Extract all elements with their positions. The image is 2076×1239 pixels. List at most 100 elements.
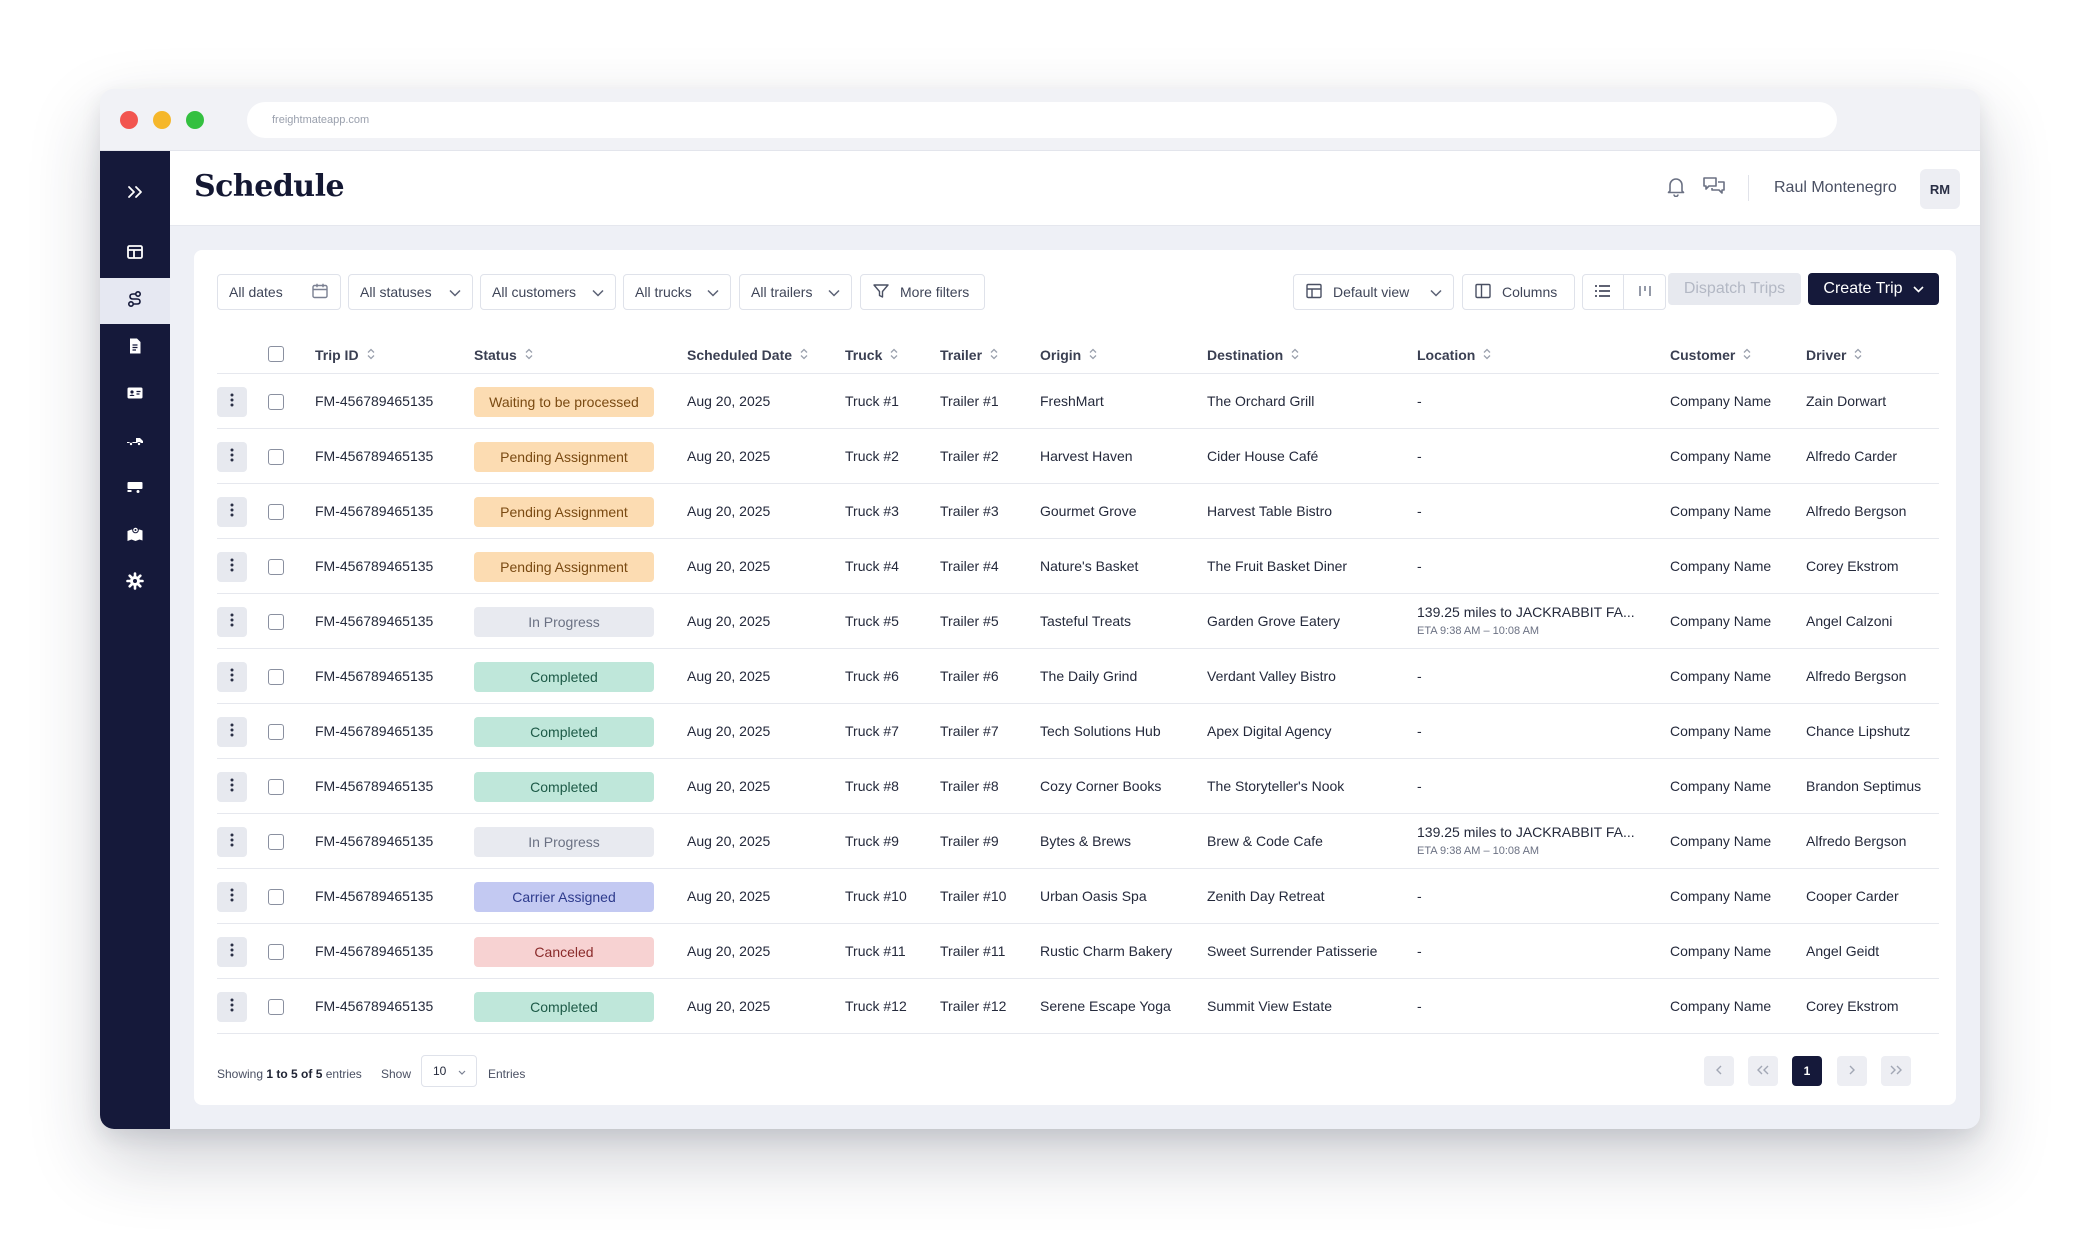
row-actions-button[interactable] xyxy=(217,772,247,802)
truck-cell: Truck #10 xyxy=(845,888,907,904)
dispatch-trips-button[interactable]: Dispatch Trips xyxy=(1668,273,1801,305)
table-row[interactable]: In Progress FM-456789465135 Aug 20, 2025 Tr… xyxy=(217,814,1939,869)
more-filters-button[interactable]: More filters xyxy=(860,274,985,310)
sidebar-item-map[interactable] xyxy=(100,513,170,559)
row-actions-button[interactable] xyxy=(217,662,247,692)
column-header-truck[interactable]: Truck xyxy=(845,347,898,363)
row-actions-button[interactable] xyxy=(217,607,247,637)
table-row[interactable]: Completed FM-456789465135 Aug 20, 2025 Truc… xyxy=(217,979,1939,1034)
column-header-customer[interactable]: Customer xyxy=(1670,347,1751,363)
previous-page-button[interactable] xyxy=(1704,1056,1734,1086)
table-row[interactable]: Completed FM-456789465135 Aug 20, 2025 Truc… xyxy=(217,649,1939,704)
row-checkbox[interactable] xyxy=(268,944,284,960)
view-selector[interactable]: Default view xyxy=(1293,274,1454,310)
column-header-location[interactable]: Location xyxy=(1417,347,1491,363)
messages-button[interactable] xyxy=(1701,175,1727,201)
list-view-button[interactable] xyxy=(1583,275,1625,309)
row-actions-button[interactable] xyxy=(217,552,247,582)
first-page-button[interactable] xyxy=(1748,1056,1778,1086)
table-row[interactable]: Completed FM-456789465135 Aug 20, 2025 Truc… xyxy=(217,704,1939,759)
board-view-button[interactable] xyxy=(1624,275,1665,309)
status-badge: Completed xyxy=(474,717,654,747)
row-actions-button[interactable] xyxy=(217,717,247,747)
summary-suffix: entries xyxy=(325,1067,362,1081)
truck-cell: Truck #5 xyxy=(845,613,899,629)
row-actions-button[interactable] xyxy=(217,387,247,417)
map-icon xyxy=(126,525,144,548)
create-trip-button[interactable]: Create Trip xyxy=(1808,273,1939,305)
column-header-destination[interactable]: Destination xyxy=(1207,347,1299,363)
sidebar-item-schedule[interactable] xyxy=(100,278,170,324)
page-button-current[interactable]: 1 xyxy=(1792,1056,1822,1086)
row-actions-button[interactable] xyxy=(217,442,247,472)
origin-cell: FreshMart xyxy=(1040,393,1104,409)
table-row[interactable]: Pending Assignment FM-456789465135 Aug 20,… xyxy=(217,429,1939,484)
table-row[interactable]: Pending Assignment FM-456789465135 Aug 20,… xyxy=(217,539,1939,594)
sidebar-item-dashboard[interactable] xyxy=(100,231,170,277)
location-cell: - xyxy=(1417,723,1422,739)
sidebar-item-drivers[interactable] xyxy=(100,372,170,418)
status-filter[interactable]: All statuses xyxy=(348,274,473,310)
more-vertical-icon xyxy=(230,558,234,577)
address-bar[interactable]: freightmateapp.com xyxy=(247,102,1837,138)
row-actions-button[interactable] xyxy=(217,827,247,857)
row-checkbox[interactable] xyxy=(268,889,284,905)
notifications-button[interactable] xyxy=(1663,175,1689,201)
create-trip-label: Create Trip xyxy=(1823,280,1903,297)
column-header-status[interactable]: Status xyxy=(474,347,533,363)
close-window-button[interactable] xyxy=(120,111,138,129)
table-row[interactable]: Carrier Assigned FM-456789465135 Aug 20, 2… xyxy=(217,869,1939,924)
sidebar-item-trailers[interactable] xyxy=(100,466,170,512)
row-checkbox[interactable] xyxy=(268,559,284,575)
sidebar-expand-button[interactable] xyxy=(100,171,170,217)
sort-icon xyxy=(990,347,998,363)
row-checkbox[interactable] xyxy=(268,669,284,685)
row-checkbox[interactable] xyxy=(268,724,284,740)
row-actions-button[interactable] xyxy=(217,992,247,1022)
column-header-origin[interactable]: Origin xyxy=(1040,347,1097,363)
column-header-driver[interactable]: Driver xyxy=(1806,347,1862,363)
row-checkbox[interactable] xyxy=(268,779,284,795)
chevron-left-icon xyxy=(1715,1064,1723,1078)
columns-button[interactable]: Columns xyxy=(1462,274,1575,310)
table-row[interactable]: Completed FM-456789465135 Aug 20, 2025 Truc… xyxy=(217,759,1939,814)
destination-cell: Verdant Valley Bistro xyxy=(1207,668,1336,684)
minimize-window-button[interactable] xyxy=(153,111,171,129)
row-actions-button[interactable] xyxy=(217,497,247,527)
sidebar-item-settings[interactable] xyxy=(100,560,170,606)
sidebar-item-documents[interactable] xyxy=(100,325,170,371)
column-header-trailer[interactable]: Trailer xyxy=(940,347,998,363)
last-page-button[interactable] xyxy=(1881,1056,1911,1086)
column-label: Status xyxy=(474,347,517,363)
table-row[interactable]: Pending Assignment FM-456789465135 Aug 20,… xyxy=(217,484,1939,539)
date-filter[interactable]: All dates xyxy=(217,274,341,310)
next-page-button[interactable] xyxy=(1837,1056,1867,1086)
sidebar-item-trucks[interactable] xyxy=(100,419,170,465)
row-checkbox[interactable] xyxy=(268,504,284,520)
customer-filter[interactable]: All customers xyxy=(480,274,616,310)
row-actions-button[interactable] xyxy=(217,937,247,967)
column-header-trip-id[interactable]: Trip ID xyxy=(315,347,375,363)
row-actions-button[interactable] xyxy=(217,882,247,912)
row-checkbox[interactable] xyxy=(268,999,284,1015)
page-size-select[interactable]: 10 xyxy=(421,1055,477,1087)
table-row[interactable]: Waiting to be processed FM-456789465135 Au… xyxy=(217,374,1939,429)
row-checkbox[interactable] xyxy=(268,614,284,630)
filter-icon xyxy=(872,282,890,303)
truck-filter[interactable]: All trucks xyxy=(623,274,731,310)
driver-cell: Angel Geidt xyxy=(1806,943,1880,959)
row-checkbox[interactable] xyxy=(268,449,284,465)
user-name[interactable]: Raul Montenegro xyxy=(1774,179,1897,196)
table-row[interactable]: Canceled FM-456789465135 Aug 20, 2025 Truck… xyxy=(217,924,1939,979)
select-all-checkbox[interactable] xyxy=(268,346,284,362)
table-row[interactable]: In Progress FM-456789465135 Aug 20, 2025 Tr… xyxy=(217,594,1939,649)
column-header-scheduled-date[interactable]: Scheduled Date xyxy=(687,347,808,363)
trailer-filter[interactable]: All trailers xyxy=(739,274,852,310)
trip-id-cell: FM-456789465135 xyxy=(315,778,434,794)
customer-cell: Company Name xyxy=(1670,503,1772,519)
location-cell: - xyxy=(1417,668,1422,684)
row-checkbox[interactable] xyxy=(268,394,284,410)
row-checkbox[interactable] xyxy=(268,834,284,850)
maximize-window-button[interactable] xyxy=(186,111,204,129)
avatar[interactable]: RM xyxy=(1920,169,1960,209)
